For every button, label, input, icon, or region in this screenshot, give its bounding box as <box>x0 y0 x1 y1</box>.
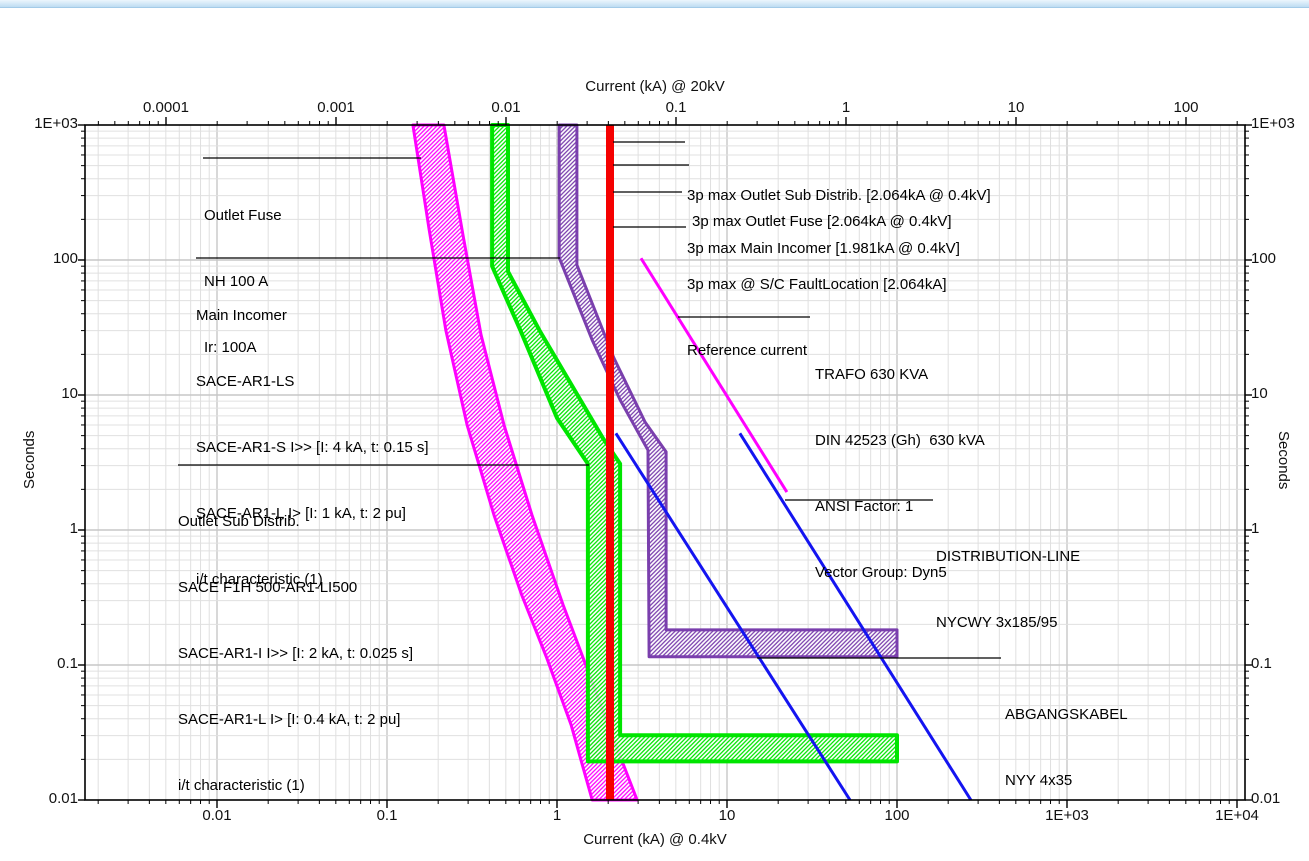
left-tick-label: 100 <box>52 250 78 267</box>
outlet-fuse-annotation: Outlet Fuse NH 100 A Ir: 100A <box>204 161 282 381</box>
sc-outlet-fuse-annotation: 3p max Outlet Fuse [2.064kA @ 0.4kV] <box>692 167 952 255</box>
axes <box>78 117 1252 808</box>
curve-outlet-sub-distrib-band <box>490 123 899 764</box>
annotation-line: Ir: 100A <box>204 339 257 356</box>
bottom-tick-label: 1E+04 <box>1215 807 1259 824</box>
top-axis-title: Current (kA) @ 20kV <box>585 78 725 95</box>
annotation-line: ANSI Factor: 1 <box>815 498 914 515</box>
curve-trafo-damage-curve <box>639 257 789 493</box>
annotation-line: 3p max Main Incomer [1.981kA @ 0.4kV] <box>687 240 960 257</box>
left-tick-label: 0.01 <box>48 790 78 807</box>
annotation-line: Outlet Fuse <box>204 207 282 224</box>
annotation-line: 3p max Outlet Sub Distrib. [2.064kA @ 0.… <box>687 187 991 204</box>
annotation-line: TRAFO 630 KVA <box>815 366 929 383</box>
annotation-line: Reference current <box>687 342 808 359</box>
right-tick-label: 10 <box>1251 385 1268 402</box>
abgangskabel-annotation: ABGANGSKABEL NYY 4x35 <box>1005 660 1128 814</box>
annotation-line: i/t characteristic (1) <box>196 571 323 588</box>
right-tick-label: 1E+03 <box>1251 115 1295 132</box>
bottom-tick-label: 10 <box>718 807 736 824</box>
callout-lines <box>178 141 1001 659</box>
left-tick-label: 1 <box>69 520 78 537</box>
annotation-line: NH 100 A <box>204 273 269 290</box>
main-incomer-annotation: Main Incomer SACE-AR1-LS SACE-AR1-S I>> … <box>196 261 429 613</box>
annotation-line: i/t characteristic (1) <box>178 777 305 794</box>
annotation-line: 3p max @ S/C FaultLocation [2.064kA] <box>687 276 947 293</box>
left-tick-label: 10 <box>61 385 78 402</box>
annotation-line: NYCWY 3x185/95 <box>936 614 1058 631</box>
grid-lines <box>85 125 1245 800</box>
curve-reference-current-line <box>606 125 614 800</box>
annotation-line: SACE-AR1-L I> [I: 1 kA, t: 2 pu] <box>196 505 406 522</box>
annotation-line: Main Incomer <box>196 307 287 324</box>
annotation-line: DIN 42523 (Gh) 630 kVA <box>815 432 985 449</box>
top-tick-label: 0.01 <box>491 99 521 116</box>
left-tick-label: 0.1 <box>57 655 78 672</box>
top-tick-label: 0.001 <box>317 99 355 116</box>
annotation-line: SACE-AR1-LS <box>196 373 295 390</box>
curve-main-incomer-band <box>557 123 899 659</box>
left-tick-label: 1E+03 <box>34 115 78 132</box>
distribution-line-annotation: DISTRIBUTION-LINE NYCWY 3x185/95 <box>936 502 1080 656</box>
right-tick-label: 1 <box>1251 520 1260 537</box>
window-top-strip <box>0 0 1309 8</box>
annotation-line: DISTRIBUTION-LINE <box>936 548 1081 565</box>
bottom-tick-label: 100 <box>884 807 910 824</box>
curve-distribution-line-damage-curve <box>738 432 973 801</box>
bottom-tick-label: 0.1 <box>376 807 398 824</box>
sc-fault-location-annotation: 3p max @ S/C FaultLocation [2.064kA] Ref… <box>687 230 947 384</box>
sc-main-incomer-annotation: 3p max Main Incomer [1.981kA @ 0.4kV] <box>687 194 960 282</box>
right-axis-title: Seconds <box>1275 431 1292 490</box>
right-tick-label: 100 <box>1251 250 1277 267</box>
annotation-line: NYY 4x35 <box>1005 772 1073 789</box>
left-axis-title: Seconds <box>21 430 38 489</box>
annotation-line: Vector Group: Dyn5 <box>815 564 947 581</box>
right-tick-label: 0.1 <box>1251 655 1272 672</box>
annotation-line: ABGANGSKABEL <box>1005 706 1128 723</box>
annotation-line: SACE-AR1-L I> [I: 0.4 kA, t: 2 pu] <box>178 711 401 728</box>
right-tick-label: 0.01 <box>1251 790 1281 807</box>
bottom-axis-title: Current (kA) @ 0.4kV <box>583 831 727 848</box>
top-tick-label: 0.1 <box>665 99 687 116</box>
top-tick-label: 10 <box>1007 99 1025 116</box>
bottom-tick-label: 1 <box>552 807 562 824</box>
annotation-line: 3p max Outlet Fuse [2.064kA @ 0.4kV] <box>692 213 952 230</box>
top-tick-label: 100 <box>1173 99 1199 116</box>
trafo-annotation: TRAFO 630 KVA DIN 42523 (Gh) 630 kVA ANS… <box>815 320 985 606</box>
bottom-tick-label: 1E+03 <box>1045 807 1089 824</box>
top-tick-label: 1 <box>841 99 851 116</box>
annotation-line: SACE-AR1-I I>> [I: 2 kA, t: 0.025 s] <box>178 645 414 662</box>
annotation-line: Outlet Sub Distrib. <box>178 513 300 530</box>
annotation-line: SACE F1H 500-AR1-LI500 <box>178 579 358 596</box>
annotation-line: SACE-AR1-S I>> [I: 4 kA, t: 0.15 s] <box>196 439 429 456</box>
outlet-sub-distrib-annotation: Outlet Sub Distrib. SACE F1H 500-AR1-LI5… <box>178 467 413 819</box>
bottom-tick-label: 0.01 <box>202 807 232 824</box>
curve-abgangskabel-damage-curve <box>614 432 852 801</box>
top-tick-label: 0.0001 <box>143 99 189 116</box>
sc-outlet-sub-distrib-annotation: 3p max Outlet Sub Distrib. [2.064kA @ 0.… <box>687 141 991 229</box>
